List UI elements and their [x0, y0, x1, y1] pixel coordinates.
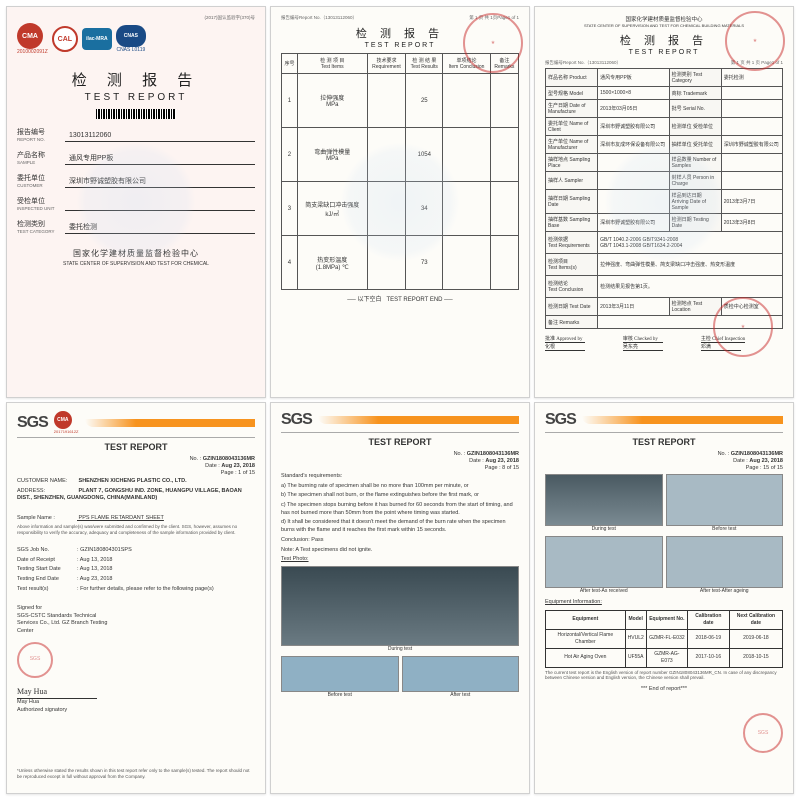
report-title: TEST REPORT: [545, 437, 783, 447]
test-photo: [666, 474, 784, 526]
doc-5-sgs-page: SGS TEST REPORT No. : GZIN1808043136MR D…: [270, 402, 530, 794]
photo-caption: Before test: [281, 692, 399, 699]
title-en: TEST REPORT: [281, 42, 519, 49]
title-cn: 检 测 报 告: [17, 69, 255, 90]
results-table: 序号检 测 项 目 Test Items技术要求 Requirement检 测 …: [281, 53, 519, 290]
stamp-icon: SGS: [17, 642, 53, 678]
report-title: TEST REPORT: [281, 437, 519, 447]
logo-row: CMA2010002091Z CAL ilac-MRA CNASCNAS L01…: [17, 23, 255, 55]
cal-logo: CAL: [52, 26, 78, 52]
sig-lbl: 批准 Approved by: [545, 335, 585, 343]
title-cn: 检 测 报 告: [545, 32, 783, 48]
footnote: *Unless otherwise stated the results sho…: [17, 768, 255, 779]
title-cn: 检 测 报 告: [281, 25, 519, 41]
doc-4-sgs-cover: SGS CMA2017191612Z TEST REPORT No. : GZI…: [6, 402, 266, 794]
report-title: TEST REPORT: [17, 442, 255, 452]
doc-1-cover: (2017)国认监验字(370)号 CMA2010002091Z CAL ila…: [6, 6, 266, 398]
photo-caption: During test: [281, 646, 519, 653]
barcode: [96, 109, 176, 119]
photo-caption: After test-As received: [545, 588, 663, 595]
test-photo-main: [281, 566, 519, 646]
photo-caption: Before test: [666, 526, 784, 533]
cma-num: 2010002091Z: [17, 49, 48, 55]
photo-caption: During test: [545, 526, 663, 533]
cma-num: 2017191612Z: [54, 429, 79, 434]
report-meta: No. : GZIN1808043136MR Date : Aug 23, 20…: [17, 456, 255, 476]
org-header: 国家化学建材质量监督检验中心 STATE CENTER OF SUPERVISI…: [545, 15, 783, 28]
sgs-logo: SGS: [17, 414, 48, 432]
photo-caption: After test-After ageing: [666, 588, 784, 595]
sig-lbl: 审核 Checked by: [623, 335, 663, 343]
cnas-num: CNAS L0119: [116, 47, 146, 53]
stamp-icon: SGS: [743, 713, 783, 753]
title-en: TEST REPORT: [545, 49, 783, 56]
sgs-header: SGS CMA2017191612Z: [17, 411, 255, 438]
sgs-header: SGS: [281, 411, 519, 433]
footer-org: 国家化学建材质量监督检验中心 STATE CENTER OF SUPERVISI…: [17, 248, 255, 267]
report-meta: No. : GZIN1808043136MR Date : Aug 23, 20…: [281, 451, 519, 471]
signature: 邓满: [701, 343, 741, 351]
detail-form-table: 样品名称 Product通风专用PP板检测类别 Test Category委托检…: [545, 68, 783, 329]
field-category: 检测类别TEST CATEGORY委托检测: [17, 219, 255, 234]
swoosh-icon: [85, 419, 256, 427]
swoosh-icon: [318, 416, 519, 424]
test-photo: [545, 536, 663, 588]
sig-name: May Hua: [17, 699, 255, 707]
doc-3-detail: ★ ★ 国家化学建材质量监督检验中心 STATE CENTER OF SUPER…: [534, 6, 794, 398]
end-line: ── 以下空白 TEST REPORT END ──: [281, 294, 519, 303]
test-photo: [545, 474, 663, 526]
doc3-topmeta: 报告编号Report No.（13013112060）第 1 页 共 1 页 P…: [545, 60, 783, 66]
signature: May Hua: [17, 686, 255, 697]
test-photo: [281, 656, 399, 692]
field-client: 委托单位CUSTOMER深圳市野诚塑胶有限公司: [17, 173, 255, 188]
cnas-logo: CNAS: [116, 25, 146, 47]
sig-role: Authorized signatory: [17, 707, 255, 715]
signature-row: 批准 Approved by 化根 审核 Checked by 吴东亮 主检 C…: [545, 335, 783, 351]
sgs-header: SGS: [545, 411, 783, 433]
sgs-body: Standard's requirements: a) The burning …: [281, 473, 519, 699]
cma-logo: CMA: [54, 411, 72, 429]
test-photo: [666, 536, 784, 588]
field-product: 产品名称SAMPLE通风专用PP板: [17, 150, 255, 165]
test-photo: [402, 656, 520, 692]
sgs-body: During test Before test After test-As re…: [545, 474, 783, 694]
ilac-logo: ilac-MRA: [82, 28, 112, 50]
swoosh-icon: [582, 416, 783, 424]
doc2-topmeta: 报告编号Report No.（13013112060）第 1 页 共 1页Pag…: [281, 15, 519, 21]
doc-2-results: ★ 报告编号Report No.（13013112060）第 1 页 共 1页P…: [270, 6, 530, 398]
equipment-table: EquipmentModelEquipment No.Calibration d…: [545, 610, 783, 668]
sgs-body: CUSTOMER NAME: SHENZHEN XICHENG PLASTIC …: [17, 478, 255, 714]
title-en: TEST REPORT: [17, 92, 255, 103]
field-inspected: 受检单位INSPECTED UNIT: [17, 196, 255, 211]
sgs-logo: SGS: [281, 411, 312, 429]
doc1-topmeta: (2017)国认监验字(370)号: [17, 15, 255, 21]
document-grid: (2017)国认监验字(370)号 CMA2010002091Z CAL ila…: [0, 0, 800, 800]
photo-caption: After test: [402, 692, 520, 699]
cma-logo: CMA: [17, 23, 43, 49]
sgs-logo: SGS: [545, 411, 576, 429]
doc-6-sgs-final: SGS TEST REPORT No. : GZIN1808043136MR D…: [534, 402, 794, 794]
field-report-no: 报告编号REPORT NO.13013112060: [17, 127, 255, 142]
signature: 化根: [545, 343, 585, 351]
report-meta: No. : GZIN1808043136MR Date : Aug 23, 20…: [545, 451, 783, 471]
signature: 吴东亮: [623, 343, 663, 351]
sig-lbl: 主检 Chief Inspection: [701, 335, 745, 343]
